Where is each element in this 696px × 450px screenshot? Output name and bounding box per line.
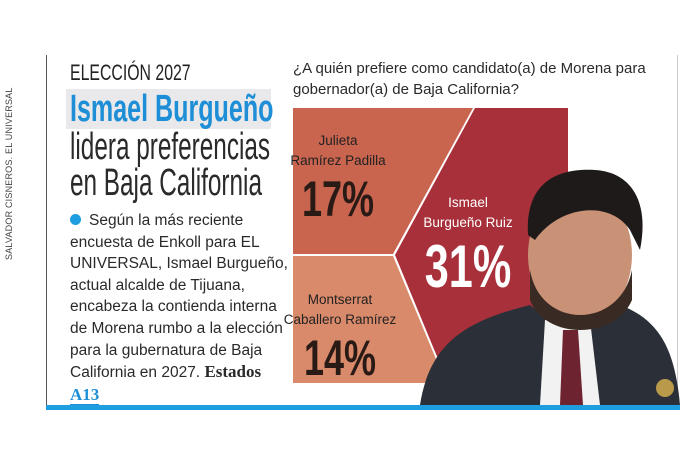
headline-highlight-box bbox=[66, 89, 271, 129]
slice-montserrat bbox=[293, 256, 446, 383]
label-ismael-1: Ismael bbox=[448, 195, 488, 210]
body-text: Según la más reciente encuesta de Enkoll… bbox=[70, 212, 288, 382]
bottom-accent-rule bbox=[46, 405, 680, 410]
headline-line-2: lidera preferencias bbox=[70, 126, 271, 168]
headline-line-3: en Baja California bbox=[70, 162, 262, 204]
article-body: Según la más reciente encuesta de Enkoll… bbox=[70, 210, 290, 406]
value-montserrat: 14% bbox=[303, 330, 377, 386]
label-julieta-2: Ramírez Padilla bbox=[290, 153, 386, 168]
chart-title: ¿A quién prefiere como candidato(a) de M… bbox=[293, 60, 646, 98]
bullet-icon bbox=[70, 214, 81, 225]
label-montserrat-2: Caballero Ramírez bbox=[283, 312, 397, 327]
headline-name: Ismael Burgueño bbox=[70, 88, 274, 130]
section-ref: Estados bbox=[204, 362, 262, 382]
value-ismael: 31% bbox=[424, 233, 512, 300]
label-montserrat-1: Montserrat bbox=[307, 292, 373, 307]
label-ismael-2: Burgueño Ruiz bbox=[423, 215, 513, 230]
page-ref-link[interactable]: A13 bbox=[70, 384, 100, 406]
right-rule bbox=[677, 55, 678, 407]
value-julieta: 17% bbox=[301, 171, 375, 227]
label-julieta-1: Julieta bbox=[318, 133, 358, 148]
kicker: ELECCIÓN 2027 bbox=[70, 60, 191, 85]
candidate-photo bbox=[420, 169, 680, 405]
left-rule bbox=[46, 55, 47, 407]
slice-julieta bbox=[293, 108, 473, 254]
